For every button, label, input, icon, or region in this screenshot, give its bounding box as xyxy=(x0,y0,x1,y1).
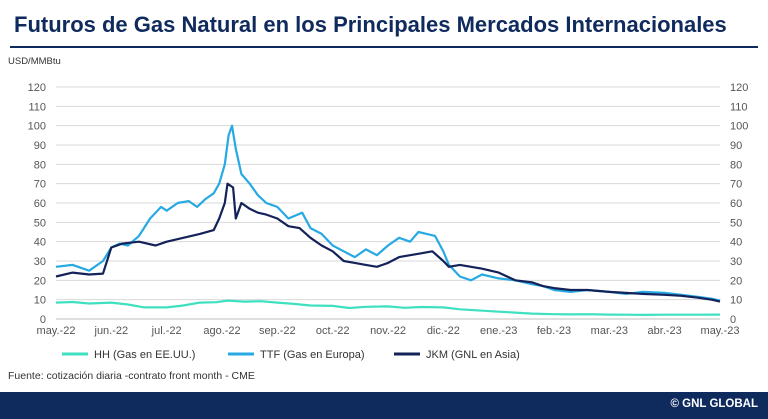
x-tick-label: dic.-22 xyxy=(427,325,460,337)
y-tick-label-right: 50 xyxy=(730,217,742,229)
x-tick-label: may.-23 xyxy=(701,325,740,337)
y-tick-label-left: 20 xyxy=(34,275,46,287)
y-tick-label-left: 80 xyxy=(34,159,46,171)
series-line-ttf xyxy=(55,124,721,302)
y-tick-label-right: 0 xyxy=(730,314,736,326)
brand-label: © GNL GLOBAL xyxy=(670,398,758,410)
y-tick-label-left: 40 xyxy=(34,237,46,249)
y-tick-label-right: 40 xyxy=(730,237,742,249)
x-tick-label: mar.-23 xyxy=(591,325,628,337)
y-tick-label-right: 60 xyxy=(730,198,742,210)
x-tick-label: jun.-22 xyxy=(94,325,129,337)
y-tick-label-right: 120 xyxy=(730,82,748,94)
y-tick-label-left: 10 xyxy=(34,295,46,307)
x-tick-label: jul.-22 xyxy=(151,325,182,337)
y-tick-label-left: 120 xyxy=(28,82,46,94)
y-tick-label-right: 90 xyxy=(730,140,742,152)
y-tick-label-right: 80 xyxy=(730,159,742,171)
y-tick-label-right: 70 xyxy=(730,179,742,191)
title-underline xyxy=(10,46,758,48)
x-tick-label: ene.-23 xyxy=(480,325,517,337)
legend-label: JKM (GNL en Asia) xyxy=(426,349,520,361)
y-tick-label-right: 100 xyxy=(730,121,748,133)
x-tick-label: abr.-23 xyxy=(648,325,682,337)
x-tick-label: sep.-22 xyxy=(259,325,296,337)
legend-label: TTF (Gas en Europa) xyxy=(260,349,365,361)
x-tick-label: feb.-23 xyxy=(537,325,571,337)
y-tick-label-right: 110 xyxy=(730,101,748,113)
y-tick-label-right: 30 xyxy=(730,256,742,268)
footer-bar: © GNL GLOBAL xyxy=(0,392,768,419)
y-tick-label-left: 90 xyxy=(34,140,46,152)
series-line-hh xyxy=(55,299,721,316)
y-tick-label-left: 110 xyxy=(28,101,46,113)
y-tick-label-left: 30 xyxy=(34,256,46,268)
y-tick-label-left: 100 xyxy=(28,121,46,133)
x-tick-label: ago.-22 xyxy=(203,325,240,337)
gas-futures-chart: USD/MMBtu 0 0 10 10 20 20 30 30 40 40 50 50 60 60 70 70 8… xyxy=(8,56,748,361)
x-tick-label: nov.-22 xyxy=(370,325,406,337)
source-note: Fuente: cotización diaria -contrato fron… xyxy=(8,370,255,382)
y-tick-label-left: 0 xyxy=(40,314,46,326)
legend-label: HH (Gas en EE.UU.) xyxy=(94,349,195,361)
y-tick-label-right: 10 xyxy=(730,295,742,307)
x-tick-label: oct.-22 xyxy=(316,325,350,337)
x-tick-label: may.-22 xyxy=(37,325,76,337)
page-title: Futuros de Gas Natural en los Principale… xyxy=(14,12,727,37)
y-tick-label-left: 50 xyxy=(34,217,46,229)
y-tick-label-left: 70 xyxy=(34,179,46,191)
series-line-jkm xyxy=(55,182,721,303)
y-tick-label-right: 20 xyxy=(730,275,742,287)
y-tick-label-left: 60 xyxy=(34,198,46,210)
y-axis-label: USD/MMBtu xyxy=(8,56,61,67)
